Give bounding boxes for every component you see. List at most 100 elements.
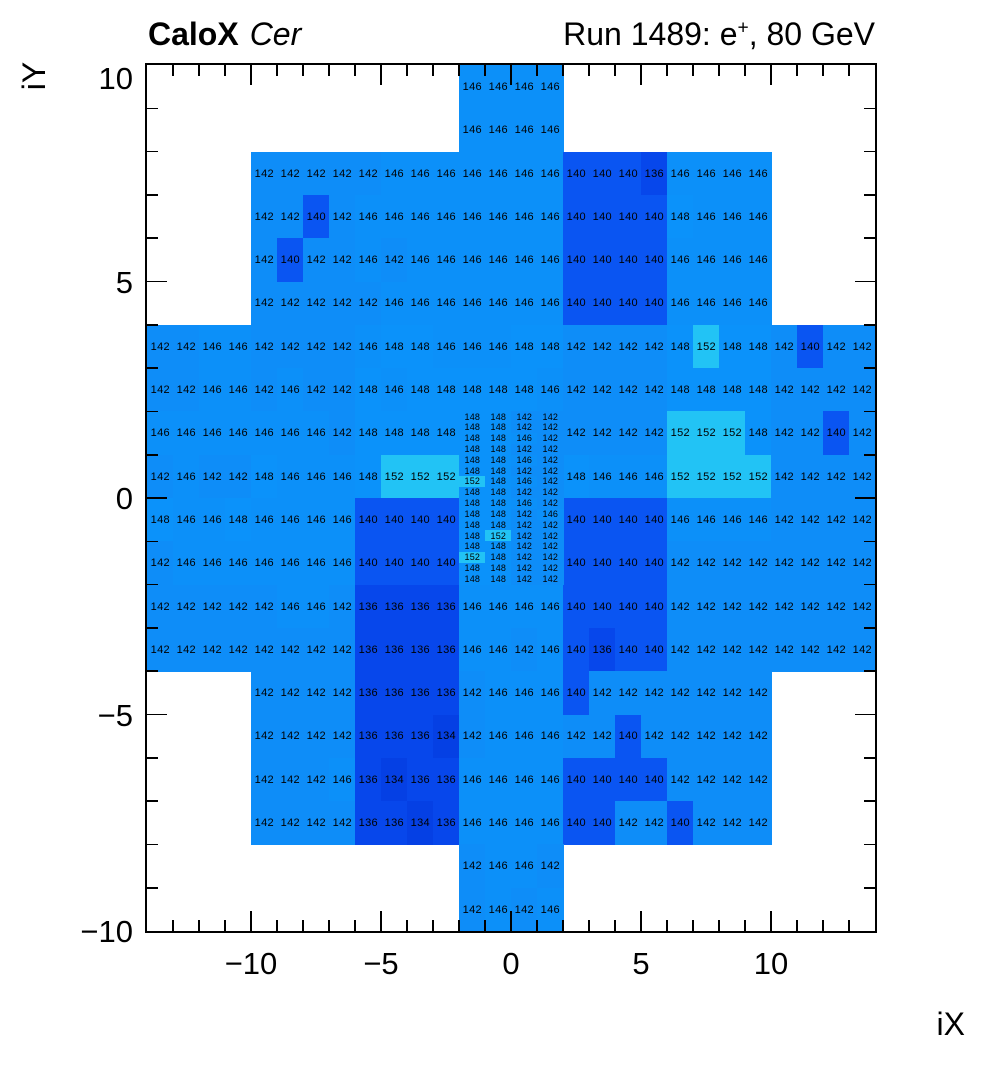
heatmap-cell: 136 xyxy=(407,671,434,716)
heatmap-cell: 142 xyxy=(251,324,278,369)
heatmap-cell: 142 xyxy=(225,627,252,672)
heatmap-cell: 142 xyxy=(693,671,720,716)
y-axis-tick-label: 10 xyxy=(98,61,133,96)
heatmap-cell: 146 xyxy=(485,238,512,283)
heatmap-cell: 140 xyxy=(615,498,642,542)
x-axis-tick xyxy=(276,65,278,76)
heatmap-cell: 140 xyxy=(433,498,460,542)
heatmap-cell: 142 xyxy=(693,627,720,672)
heatmap-cell: 148 xyxy=(407,411,434,456)
heatmap-cell: 136 xyxy=(589,627,616,672)
heatmap-cell: 136 xyxy=(433,757,460,802)
y-axis-tick xyxy=(147,367,158,369)
heatmap-cell: 142 xyxy=(719,584,746,629)
heatmap-cell: 140 xyxy=(615,194,642,239)
heatmap-cell: 146 xyxy=(303,454,330,499)
heatmap-cell: 148 xyxy=(433,411,460,456)
heatmap-fine-cell: 146 xyxy=(511,476,538,488)
heatmap-cell: 142 xyxy=(251,671,278,716)
heatmap-cell: 152 xyxy=(433,454,460,499)
heatmap-cell: 136 xyxy=(355,627,382,672)
heatmap-cell: 148 xyxy=(745,324,772,369)
heatmap-cell: 146 xyxy=(433,238,460,283)
heatmap-cell: 146 xyxy=(199,498,226,542)
heatmap-cell: 146 xyxy=(459,281,486,326)
heatmap-cell: 136 xyxy=(355,584,382,629)
heatmap-cell: 146 xyxy=(459,801,486,845)
heatmap-cell: 142 xyxy=(667,671,694,716)
x-axis-tick xyxy=(328,920,330,931)
heatmap-fine-cell: 148 xyxy=(485,541,512,553)
heatmap-cell: 140 xyxy=(303,194,330,239)
heatmap-cell: 146 xyxy=(485,151,512,196)
heatmap-cell: 146 xyxy=(511,281,538,326)
heatmap-cell: 140 xyxy=(589,801,616,845)
heatmap-fine-cell: 148 xyxy=(459,411,486,423)
heatmap-cell: 142 xyxy=(719,671,746,716)
heatmap-cell: 142 xyxy=(329,584,356,629)
y-axis-tick xyxy=(147,757,158,759)
heatmap-fine-cell: 146 xyxy=(537,508,564,521)
heatmap-cell: 146 xyxy=(537,887,564,931)
x-axis-tick xyxy=(744,65,746,76)
heatmap-cell: 146 xyxy=(199,411,226,456)
heatmap-cell: 136 xyxy=(355,714,382,759)
heatmap-cell: 142 xyxy=(329,368,356,412)
heatmap-cell: 146 xyxy=(225,324,252,369)
heatmap-cell: 146 xyxy=(329,454,356,499)
heatmap-cell: 146 xyxy=(485,324,512,369)
heatmap-cell: 142 xyxy=(277,801,304,845)
heatmap-cell: 142 xyxy=(277,627,304,672)
heatmap-cell: 142 xyxy=(303,368,330,412)
heatmap-cell: 146 xyxy=(225,541,252,586)
heatmap-cell: 140 xyxy=(563,238,590,283)
heatmap-cell: 142 xyxy=(589,368,616,412)
heatmap-fine-cell: 152 xyxy=(459,476,486,488)
heatmap-cell: 140 xyxy=(381,541,408,586)
y-axis-tick xyxy=(147,150,158,153)
heatmap-cell: 148 xyxy=(355,368,382,412)
heatmap-cell: 142 xyxy=(329,238,356,283)
heatmap-cell: 146 xyxy=(667,238,694,283)
x-axis-tick xyxy=(536,65,538,76)
heatmap-cell: 146 xyxy=(433,324,460,369)
x-axis-tick xyxy=(718,920,720,931)
y-axis-tick xyxy=(864,453,875,456)
x-axis-tick xyxy=(380,911,382,931)
heatmap-cell: 142 xyxy=(225,454,252,499)
heatmap-cell: 146 xyxy=(225,411,252,456)
heatmap-cell: 142 xyxy=(823,498,850,542)
heatmap-fine-cell: 148 xyxy=(459,487,486,499)
heatmap-cell: 146 xyxy=(407,238,434,283)
heatmap-cell: 140 xyxy=(797,324,824,369)
heatmap-cell: 142 xyxy=(771,584,798,629)
heatmap-cell: 142 xyxy=(329,671,356,716)
heatmap-cell: 146 xyxy=(485,844,512,889)
heatmap-cell: 148 xyxy=(381,411,408,456)
heatmap-cell: 142 xyxy=(173,627,200,672)
heatmap-cell: 152 xyxy=(407,454,434,499)
heatmap-fine-cell: 148 xyxy=(459,465,486,477)
heatmap-fine-cell: 142 xyxy=(537,562,564,575)
x-axis-tick xyxy=(276,920,278,931)
heatmap-cell: 146 xyxy=(277,541,304,586)
heatmap-cell: 148 xyxy=(563,454,590,499)
heatmap-cell: 142 xyxy=(771,498,798,542)
heatmap-cell: 146 xyxy=(277,454,304,499)
heatmap-cell: 142 xyxy=(745,801,772,845)
heatmap-cell: 142 xyxy=(303,714,330,759)
heatmap-fine-cell: 142 xyxy=(537,498,564,510)
heatmap-cell: 142 xyxy=(173,368,200,412)
heatmap-cell: 142 xyxy=(459,714,486,759)
x-axis-tick xyxy=(796,65,798,76)
heatmap-fine-cell: 142 xyxy=(537,422,564,434)
y-axis-tick xyxy=(864,237,875,240)
heatmap-cell: 142 xyxy=(329,411,356,456)
heatmap-cell: 146 xyxy=(485,627,512,672)
heatmap-cell: 142 xyxy=(277,151,304,196)
heatmap-cell: 148 xyxy=(745,411,772,456)
heatmap-cell: 148 xyxy=(719,368,746,412)
heatmap-cell: 140 xyxy=(381,498,408,542)
heatmap-cell: 140 xyxy=(433,541,460,586)
heatmap-cell: 142 xyxy=(147,368,174,412)
